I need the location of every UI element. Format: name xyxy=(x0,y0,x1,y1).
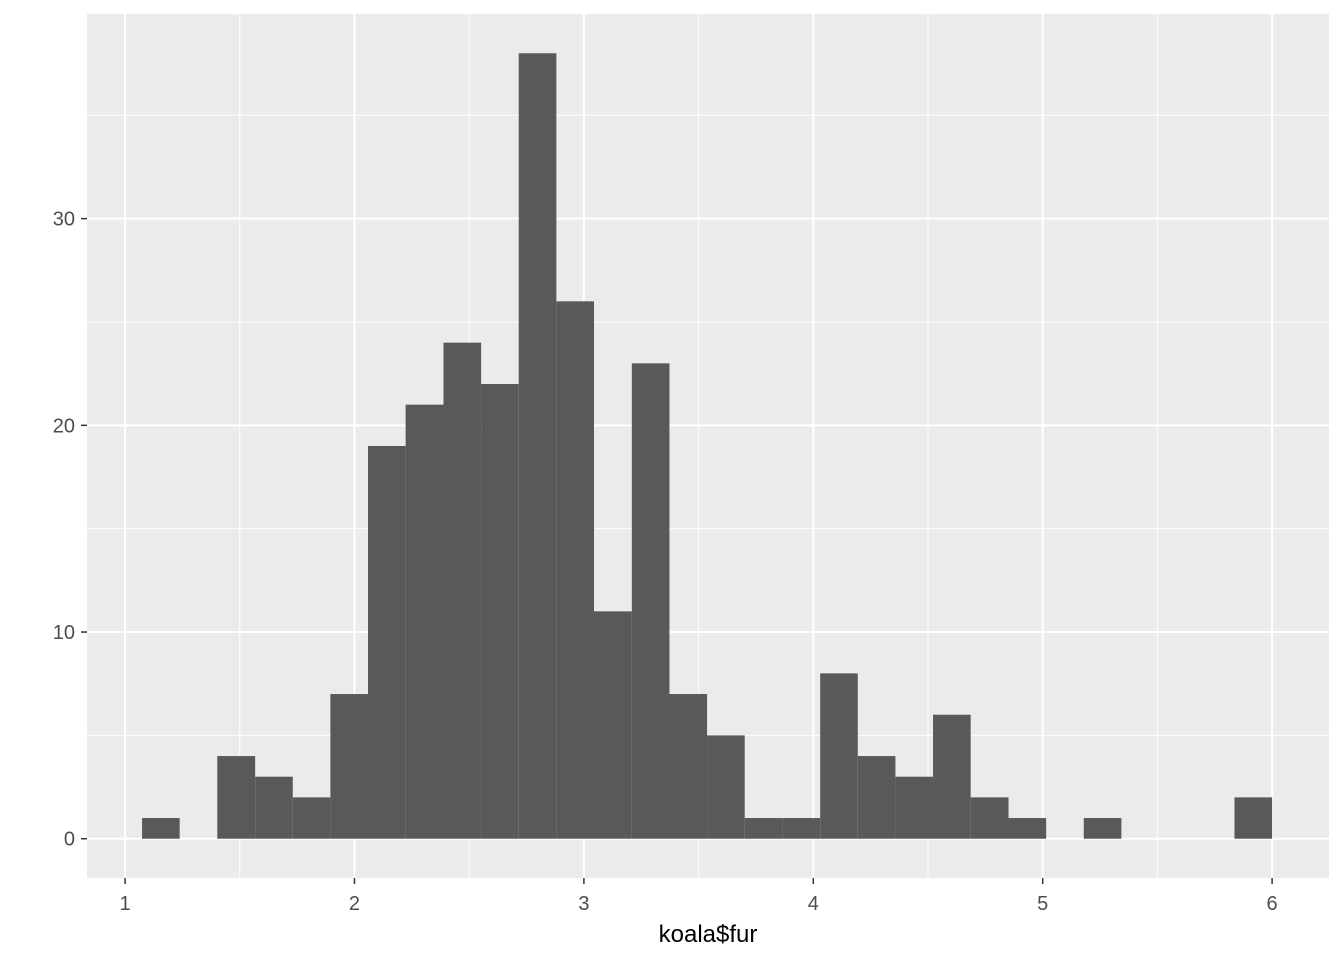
bar xyxy=(1083,818,1122,839)
bar xyxy=(330,694,369,839)
y-tick-label: 20 xyxy=(53,415,75,437)
bar xyxy=(970,797,1009,839)
bar xyxy=(142,818,180,839)
x-axis-label: koala$fur xyxy=(659,921,758,948)
x-tick-label: 6 xyxy=(1267,893,1278,915)
bar xyxy=(1008,818,1047,839)
bar xyxy=(857,756,896,839)
x-tick-label: 1 xyxy=(120,893,131,915)
bar xyxy=(669,694,708,839)
bar xyxy=(895,776,934,839)
bar xyxy=(292,797,331,839)
bar xyxy=(820,673,858,839)
x-tick-label: 2 xyxy=(349,893,360,915)
bar xyxy=(631,363,670,839)
bar xyxy=(556,301,594,839)
bar xyxy=(933,714,971,839)
bar xyxy=(443,342,482,839)
y-tick-label: 0 xyxy=(64,829,75,851)
x-tick-label: 5 xyxy=(1037,893,1048,915)
bar xyxy=(518,53,557,839)
panel xyxy=(87,14,1329,878)
x-tick-label: 4 xyxy=(808,893,819,915)
bar xyxy=(1234,797,1273,839)
bar xyxy=(707,735,745,839)
bar xyxy=(368,446,406,839)
bar xyxy=(217,756,256,839)
x-tick-label: 3 xyxy=(578,893,589,915)
bar xyxy=(744,818,783,839)
bar xyxy=(405,404,444,839)
bar xyxy=(782,818,821,839)
bar xyxy=(593,611,632,839)
y-tick-label: 30 xyxy=(53,209,75,231)
y-tick-label: 10 xyxy=(53,622,75,644)
bar xyxy=(481,383,519,839)
bar xyxy=(255,776,293,839)
